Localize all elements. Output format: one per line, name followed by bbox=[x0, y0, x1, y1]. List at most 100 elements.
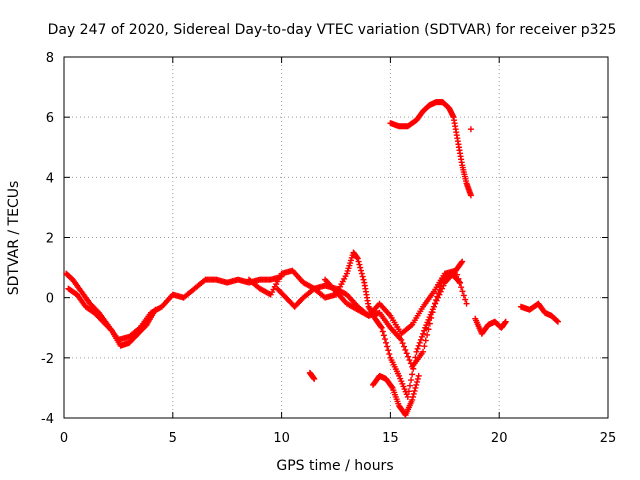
data-point-fill bbox=[459, 288, 466, 295]
data-point-fill bbox=[356, 261, 363, 268]
data-point-fill bbox=[142, 322, 149, 329]
data-point-fill bbox=[414, 375, 421, 382]
plot-frame bbox=[63, 56, 609, 419]
data-point-fill bbox=[458, 284, 465, 291]
data-point-fill bbox=[360, 276, 367, 283]
y-axis-label: SDTVAR / TECUs bbox=[6, 181, 22, 296]
data-point-fill bbox=[454, 271, 461, 278]
x-tick-label: 15 bbox=[382, 431, 399, 446]
data-point-fill bbox=[415, 342, 422, 349]
data-point-fill bbox=[425, 326, 432, 333]
y-tick-label: 2 bbox=[46, 232, 54, 247]
data-point bbox=[404, 393, 411, 400]
data-point bbox=[415, 372, 422, 379]
series-track-e bbox=[322, 267, 470, 370]
data-point-fill bbox=[416, 339, 423, 346]
data-point bbox=[420, 348, 427, 355]
data-point-fill bbox=[426, 320, 433, 327]
series-upper-arc bbox=[387, 99, 474, 199]
data-point bbox=[554, 318, 561, 325]
data-point-fill bbox=[440, 282, 447, 289]
data-point bbox=[378, 324, 385, 331]
data-point-fill bbox=[405, 388, 412, 395]
data-point-fill bbox=[355, 258, 362, 265]
data-point bbox=[152, 306, 159, 313]
data-point-fill bbox=[437, 288, 444, 295]
x-tick-label: 10 bbox=[273, 431, 290, 446]
data-point-fill bbox=[417, 336, 424, 343]
data-point bbox=[463, 300, 470, 307]
data-point bbox=[311, 375, 318, 382]
y-tick-label: 0 bbox=[46, 292, 54, 307]
data-point bbox=[354, 255, 361, 262]
data-points bbox=[63, 99, 561, 418]
data-point-fill bbox=[409, 393, 416, 400]
x-tick-label: 20 bbox=[491, 431, 508, 446]
data-point-fill bbox=[411, 387, 418, 394]
data-point-fill bbox=[358, 270, 365, 277]
series-upper-isolated bbox=[467, 126, 474, 133]
data-point-fill bbox=[359, 273, 366, 280]
data-point-fill bbox=[439, 285, 446, 292]
series-end bbox=[517, 300, 561, 325]
data-point-fill bbox=[418, 333, 425, 340]
data-point bbox=[398, 336, 405, 343]
data-point-fill bbox=[381, 336, 388, 343]
data-point bbox=[502, 318, 509, 325]
data-point-fill bbox=[107, 326, 114, 333]
y-tick-label: -4 bbox=[41, 412, 54, 427]
data-point-fill bbox=[385, 347, 392, 354]
data-point-fill bbox=[456, 280, 463, 287]
chart-title: Day 247 of 2020, Sidereal Day-to-day VTE… bbox=[48, 22, 617, 38]
x-tick-label: 5 bbox=[169, 431, 177, 446]
data-point-fill bbox=[405, 353, 412, 360]
data-point-fill bbox=[380, 332, 387, 339]
data-point-fill bbox=[414, 345, 421, 352]
data-point-fill bbox=[432, 300, 439, 307]
y-tick-label: 6 bbox=[46, 111, 54, 126]
x-tick-labels: 0 5 10 15 20 25 bbox=[60, 431, 616, 446]
data-point-fill bbox=[424, 331, 431, 338]
data-point-fill bbox=[386, 351, 393, 358]
data-point-fill bbox=[388, 383, 395, 390]
data-point-fill bbox=[358, 267, 365, 274]
y-tick-labels: -4 -2 0 2 4 6 8 bbox=[41, 51, 54, 427]
data-point-fill bbox=[383, 339, 390, 346]
data-point-fill bbox=[412, 384, 419, 391]
data-point bbox=[467, 126, 474, 133]
data-point-fill bbox=[433, 297, 440, 304]
data-point-fill bbox=[408, 377, 415, 384]
data-point-fill bbox=[460, 292, 467, 299]
data-point-fill bbox=[379, 328, 386, 335]
data-point bbox=[430, 303, 437, 310]
data-point-fill bbox=[428, 314, 435, 321]
data-point-fill bbox=[410, 390, 417, 397]
y-tick-label: 8 bbox=[46, 51, 54, 66]
data-point-fill bbox=[422, 337, 429, 344]
data-point-fill bbox=[406, 357, 413, 364]
x-tick-label: 25 bbox=[600, 431, 617, 446]
data-point-fill bbox=[413, 381, 420, 388]
data-point-fill bbox=[455, 275, 462, 282]
data-point-fill bbox=[414, 378, 421, 385]
data-point-fill bbox=[436, 291, 443, 298]
data-point-fill bbox=[377, 323, 384, 330]
data-point-fill bbox=[420, 330, 427, 337]
x-axis-label: GPS time / hours bbox=[276, 458, 393, 474]
series-late bbox=[472, 315, 509, 337]
data-point-fill bbox=[429, 309, 436, 316]
data-point-fill bbox=[421, 327, 428, 334]
data-point-fill bbox=[399, 340, 406, 347]
data-point-fill bbox=[421, 343, 428, 350]
data-point-fill bbox=[357, 264, 364, 271]
axes bbox=[63, 56, 609, 419]
data-point-fill bbox=[462, 296, 469, 303]
data-point bbox=[409, 396, 416, 403]
y-tick-label: 4 bbox=[46, 171, 54, 186]
data-point-fill bbox=[402, 346, 409, 353]
series-isolated bbox=[306, 369, 318, 382]
data-point-fill bbox=[401, 343, 407, 350]
series-dip bbox=[369, 372, 422, 418]
grid bbox=[64, 57, 608, 418]
